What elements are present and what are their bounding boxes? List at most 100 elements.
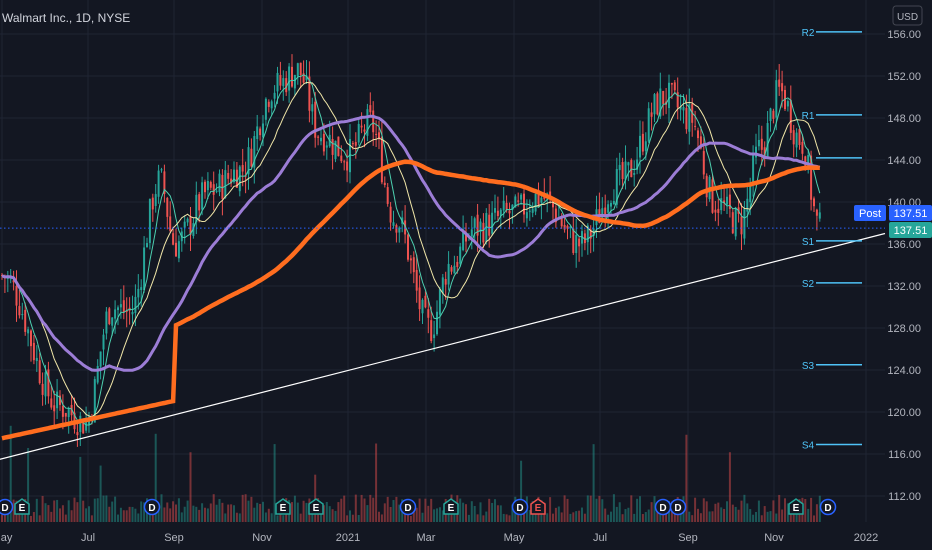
dividend-marker[interactable]: D bbox=[511, 498, 529, 516]
post-price: 137.51 bbox=[894, 208, 928, 220]
volume-bar bbox=[99, 465, 102, 522]
candles bbox=[1, 54, 821, 447]
earnings-marker[interactable]: E bbox=[443, 498, 459, 515]
candle-body bbox=[786, 101, 789, 107]
volume-bar bbox=[511, 504, 514, 522]
dividend-marker[interactable]: D bbox=[0, 498, 14, 516]
volume-bar bbox=[470, 501, 473, 522]
candle-body bbox=[93, 379, 96, 423]
earnings-marker[interactable]: E bbox=[788, 498, 804, 515]
earnings-marker[interactable]: E bbox=[275, 498, 291, 515]
volume-bar bbox=[479, 502, 482, 522]
candle-body bbox=[30, 330, 32, 347]
candle-body bbox=[172, 233, 175, 245]
candle-body bbox=[755, 146, 757, 158]
volume-bar bbox=[395, 496, 398, 522]
volume-bar bbox=[473, 505, 476, 522]
volume-bar bbox=[247, 500, 250, 522]
candle-body bbox=[676, 92, 679, 108]
volume-bar bbox=[369, 494, 372, 522]
candle-body bbox=[560, 217, 563, 227]
volume-bar bbox=[328, 506, 331, 522]
candle-body bbox=[41, 383, 44, 395]
candle-body bbox=[479, 221, 482, 233]
candle-body bbox=[337, 136, 340, 157]
candle-body bbox=[569, 226, 572, 228]
volume-bar bbox=[534, 509, 537, 522]
candle-body bbox=[70, 404, 73, 416]
volume-bar bbox=[183, 506, 186, 522]
volume-bar bbox=[763, 506, 766, 522]
last-price-label: 137.51 bbox=[894, 225, 928, 237]
candle-body bbox=[769, 108, 772, 122]
volume-bar bbox=[119, 507, 122, 522]
candle-body bbox=[699, 136, 702, 149]
candle-body bbox=[18, 306, 21, 316]
volume-bar bbox=[293, 495, 296, 522]
candle-body bbox=[204, 181, 206, 193]
volume-bar bbox=[157, 507, 160, 522]
candle-body bbox=[639, 135, 641, 158]
grid bbox=[0, 0, 885, 522]
volume-bar bbox=[70, 510, 73, 522]
earnings-marker[interactable]: E bbox=[308, 498, 324, 515]
event-letter: E bbox=[313, 503, 320, 514]
earnings-marker[interactable]: E bbox=[530, 498, 546, 515]
candle-body bbox=[757, 139, 760, 147]
volume-bar bbox=[755, 511, 757, 522]
volume-bar bbox=[650, 502, 653, 522]
volume-bar bbox=[653, 496, 656, 522]
y-tick-label: 148.00 bbox=[887, 113, 921, 125]
volume-bar bbox=[383, 503, 386, 522]
time-axis[interactable]: May Jul Sep Nov 2021 Mar May Jul Sep Nov 2022 bbox=[0, 532, 878, 544]
trendline[interactable] bbox=[0, 232, 886, 460]
volume-bar bbox=[502, 513, 505, 522]
candle-body bbox=[380, 136, 383, 183]
volume-bar bbox=[641, 514, 644, 522]
volume-bar bbox=[85, 508, 88, 522]
candle-body bbox=[624, 161, 627, 180]
post-price-tag: Post 137.51 bbox=[854, 205, 932, 221]
candle-body bbox=[650, 112, 653, 117]
volume-bar bbox=[627, 507, 630, 522]
volume-bar bbox=[711, 511, 714, 522]
volume-bar bbox=[296, 502, 299, 522]
volume-bar bbox=[462, 502, 465, 522]
dividend-marker[interactable]: D bbox=[819, 498, 837, 516]
earnings-marker[interactable]: E bbox=[14, 498, 30, 515]
volume-bar bbox=[212, 494, 215, 522]
candle-body bbox=[224, 170, 227, 198]
volume-bar bbox=[291, 502, 293, 522]
volume-bar bbox=[88, 506, 90, 522]
event-letter: D bbox=[404, 503, 411, 514]
pivot-levels: R2 R1 S1 S2 S3 S4 bbox=[802, 28, 862, 452]
volume-bar bbox=[267, 508, 270, 522]
event-letter: E bbox=[19, 503, 26, 514]
dividend-marker[interactable]: D bbox=[654, 498, 672, 516]
currency-badge[interactable]: USD bbox=[892, 5, 923, 26]
candle-body bbox=[760, 138, 763, 150]
price-axis[interactable]: 156.00152.00148.00144.00140.00136.00132.… bbox=[887, 29, 921, 503]
candle-body bbox=[117, 307, 119, 311]
pivot-label: R2 bbox=[802, 28, 815, 39]
candle-body bbox=[119, 304, 122, 308]
candle-body bbox=[752, 153, 755, 185]
dividend-marker[interactable]: D bbox=[143, 498, 161, 516]
volume-bar bbox=[691, 515, 694, 522]
dividend-marker[interactable]: D bbox=[399, 498, 417, 516]
volume-bar bbox=[256, 502, 259, 522]
dividend-marker[interactable]: D bbox=[669, 498, 687, 516]
volume-bar bbox=[299, 513, 302, 522]
candle-body bbox=[473, 218, 476, 228]
candle-body bbox=[282, 78, 285, 87]
candle-body bbox=[810, 155, 813, 200]
volume-bar bbox=[204, 507, 206, 522]
candle-body bbox=[125, 310, 128, 312]
candle-body bbox=[520, 194, 523, 200]
volume-bar bbox=[302, 500, 305, 522]
candle-body bbox=[160, 169, 163, 171]
candle-body bbox=[44, 372, 47, 397]
